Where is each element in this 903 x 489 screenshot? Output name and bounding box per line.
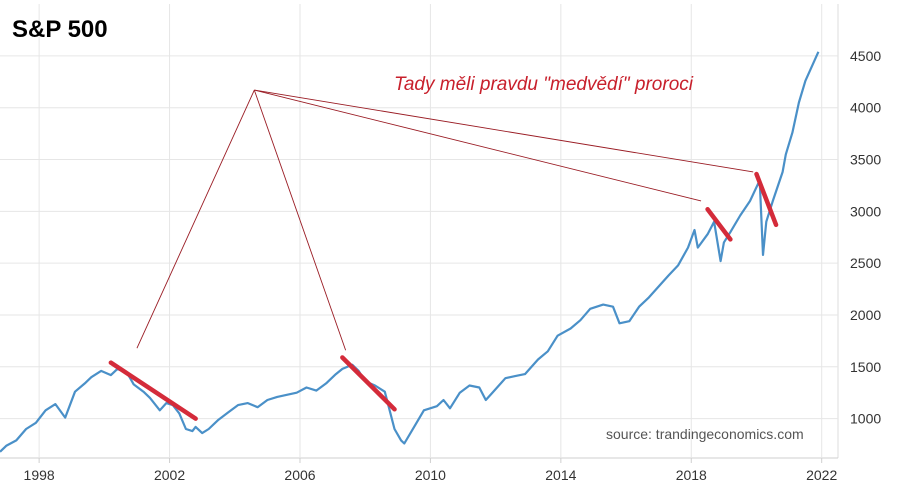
- x-tick-label: 2018: [676, 467, 707, 483]
- bear-highlight-stroke: [340, 355, 397, 412]
- x-tick-label: 2014: [545, 467, 576, 483]
- x-tick-label: 2010: [415, 467, 446, 483]
- pointer-line: [136, 89, 255, 349]
- bear-highlight-stroke: [108, 360, 198, 421]
- grid: [0, 4, 839, 463]
- y-tick-label: 4000: [850, 100, 881, 116]
- y-axis-ticks: 1000 1500 2000 2500 3000 3500 4000 4500: [850, 48, 881, 427]
- x-tick-label: 1998: [24, 467, 55, 483]
- x-tick-label: 2006: [284, 467, 315, 483]
- y-tick-label: 3500: [850, 152, 881, 168]
- sp500-series-line: [0, 51, 820, 453]
- x-axis-ticks: 1998 2002 2006 2010 2014 2018 2022: [24, 467, 838, 483]
- bear-market-highlights: [108, 171, 779, 421]
- x-tick-label: 2002: [154, 467, 185, 483]
- y-tick-label: 2500: [850, 255, 881, 271]
- chart-title: S&P 500: [12, 16, 108, 43]
- bear-highlight-stroke: [705, 207, 733, 242]
- bear-highlight-stroke: [754, 171, 779, 228]
- y-tick-label: 1500: [850, 359, 881, 375]
- pointer-line: [254, 89, 754, 173]
- y-tick-label: 1000: [850, 411, 881, 427]
- annotation-pointer-lines: [136, 89, 754, 351]
- pointer-line: [254, 89, 702, 202]
- y-tick-label: 3000: [850, 203, 881, 219]
- y-tick-label: 2000: [850, 307, 881, 323]
- source-label: source: trandingeconomics.com: [606, 426, 804, 442]
- y-tick-label: 4500: [850, 48, 881, 64]
- pointer-line: [253, 89, 347, 351]
- annotation-text: Tady měli pravdu "medvědí" proroci: [394, 74, 693, 95]
- x-tick-label: 2022: [806, 467, 837, 483]
